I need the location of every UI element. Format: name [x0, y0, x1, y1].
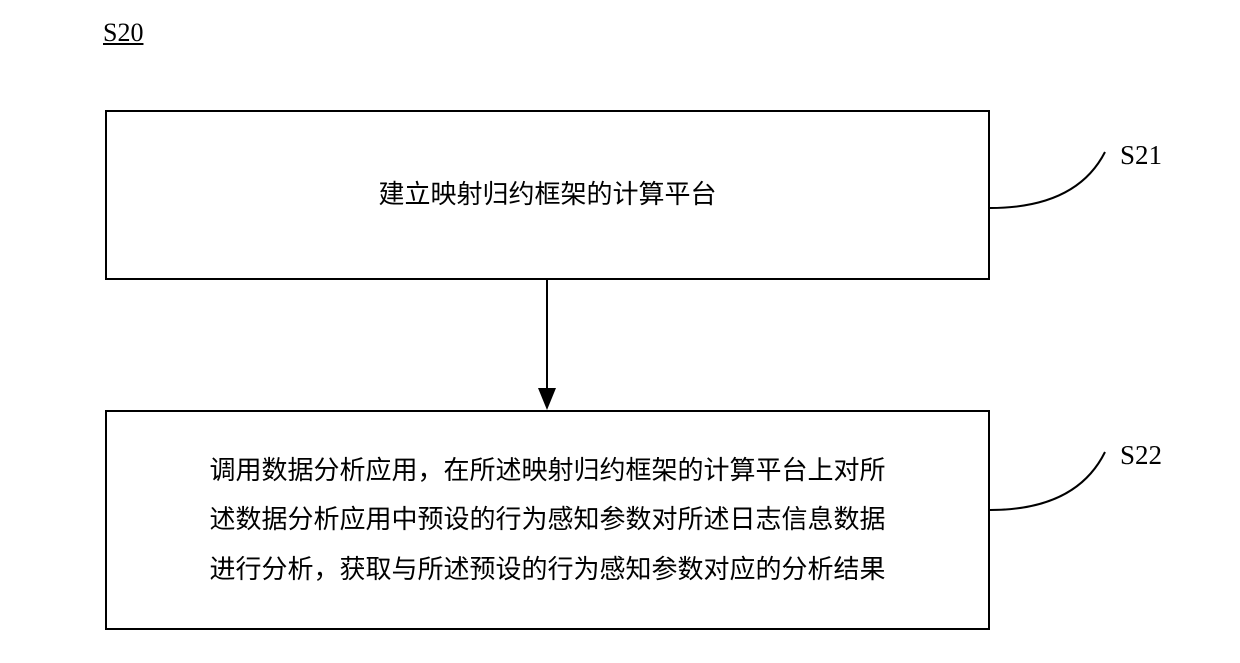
edge-line-arrow1 [546, 280, 548, 388]
flow-node-text: 调用数据分析应用，在所述映射归约框架的计算平台上对所 述数据分析应用中预设的行为… [209, 446, 885, 594]
edge-arrowhead-arrow1 [538, 388, 556, 410]
step-label-s21: S21 [1120, 140, 1162, 171]
flow-node-box1: 建立映射归约框架的计算平台 [105, 110, 990, 280]
connector-curve-s22 [990, 442, 1125, 520]
flow-node-text: 建立映射归约框架的计算平台 [378, 170, 716, 219]
flow-node-box2: 调用数据分析应用，在所述映射归约框架的计算平台上对所 述数据分析应用中预设的行为… [105, 410, 990, 630]
flowchart-canvas: S20 建立映射归约框架的计算平台调用数据分析应用，在所述映射归约框架的计算平台上… [0, 0, 1240, 663]
figure-title: S20 [103, 18, 143, 48]
connector-curve-s21 [990, 142, 1125, 218]
step-label-s22: S22 [1120, 440, 1162, 471]
